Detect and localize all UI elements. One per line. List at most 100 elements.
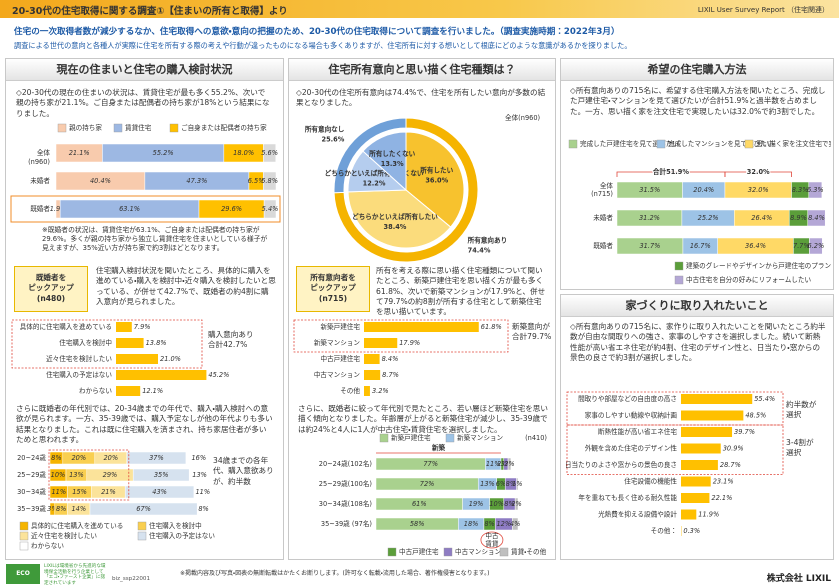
legend-label: 具体的に住宅購入を進めている <box>31 521 123 530</box>
value-label: 6.2% <box>807 242 824 250</box>
value-label: 28.7% <box>720 461 741 469</box>
chart: 20~24歳 8% 20% 20% 37% 16%25~29歳 10% 13% 29% 35% 13… <box>17 449 215 551</box>
legend-swatch <box>445 433 455 443</box>
bar <box>116 386 141 396</box>
legend-label: 中古戸建住宅 <box>399 547 439 556</box>
value-label: 72% <box>420 480 435 488</box>
slice-value: 38.4% <box>384 223 407 231</box>
category-label: その他： <box>651 526 677 535</box>
bar <box>681 394 753 404</box>
header-bar <box>0 0 839 18</box>
legend-swatch <box>499 547 509 557</box>
category-label: 年を重ねても長く住める耐久性能 <box>578 493 677 502</box>
legend-swatch <box>137 521 147 531</box>
category-label: 25~29歳(100名) <box>319 479 372 488</box>
highlight-box <box>293 319 509 353</box>
panel-title: 家づくりに取り入れたいこと <box>561 295 833 317</box>
value-label: 43% <box>152 488 167 496</box>
bar <box>364 338 398 348</box>
value-label: 67% <box>136 505 151 513</box>
slice-value: 74.4% <box>468 246 491 254</box>
legend-label: 賃貸住宅 <box>125 123 152 132</box>
value-label: 3% <box>501 460 511 468</box>
category-label: 断熱性能が高い省エネ住宅 <box>598 427 678 436</box>
legend-label: 住宅購入を検討中 <box>149 521 202 530</box>
legend-swatch <box>19 531 29 541</box>
slice <box>362 131 407 192</box>
body-text: 所有を考える際に思い描く住宅種類について聞いたところ、新築戸建住宅を思い描く方が… <box>376 266 546 316</box>
chart: 間取りや部屋などの自由度の高さ 55.4% 家事のしやすい動線や収納計画 48.5% 断… <box>565 391 784 536</box>
value-label: 13% <box>480 480 495 488</box>
value-label: 2% <box>497 460 507 468</box>
slice-label: 所有したくない <box>368 149 416 158</box>
category-label: 外観を含めた住宅のデザイン性 <box>585 444 678 453</box>
legend-label: 思い描く家を注文住宅で実現したい <box>756 139 831 148</box>
value-label: 48.5% <box>745 412 766 420</box>
value-label: 8% <box>504 500 514 508</box>
highlight-box <box>566 391 784 426</box>
slice <box>405 131 465 228</box>
legend-swatch <box>443 547 453 557</box>
pickup-badge: 既婚者を ピックアップ (n480) <box>14 266 88 312</box>
bar <box>116 370 207 380</box>
value-label: 22.1% <box>711 494 732 502</box>
value-label: 20% <box>103 454 118 462</box>
header-brand: LIXIL User Survey Report （住宅関連） <box>697 6 829 14</box>
sample-size: 全体(n960) <box>505 114 541 122</box>
bar-segment <box>188 468 211 482</box>
legend-swatch <box>674 261 684 271</box>
body-text: ◇所有意向ありの715名に、希望する住宅購入方法を聞いたところ、完成した戸建住宅… <box>570 86 826 116</box>
pickup-badge: 所有意向者を ピックアップ (n715) <box>296 266 370 312</box>
eco-logo: ECO FIRST <box>6 564 40 584</box>
value-label: 5.4% <box>262 205 279 213</box>
callout: 約半数が 選択 <box>786 400 817 420</box>
value-label: 31.7% <box>639 242 660 250</box>
value-label: 35% <box>154 471 169 479</box>
category-label: 中古賃貸 <box>485 531 499 548</box>
category-label: 新築マンション <box>314 338 361 347</box>
category-label: 家事のしやすい動線や収納計画 <box>585 411 678 420</box>
value-label: 20% <box>71 454 86 462</box>
value-label: 25.2% <box>698 214 719 222</box>
value-label: 17.9% <box>399 339 420 347</box>
bar <box>681 427 733 437</box>
value-label: 21.1% <box>69 149 90 157</box>
bar <box>364 354 380 364</box>
value-label: 11% <box>195 488 210 496</box>
value-label: 11% <box>51 488 66 496</box>
highlight-box <box>10 195 281 223</box>
legend-label: 完成したマンションを見て選びたい <box>668 139 774 148</box>
value-label: 21.0% <box>160 355 181 363</box>
highlight-box <box>11 319 203 369</box>
value-label: 1.9% <box>50 205 67 213</box>
category-label: 具体的に住宅購入を進めている <box>20 322 112 331</box>
slice-label: 所有意向なし <box>304 125 345 134</box>
slice-value: 13.3% <box>381 160 404 168</box>
value-label: 13% <box>192 471 207 479</box>
body-text: さらに、既婚者に絞って年代別で見たところ、若い層ほど新築住宅を思い描く傾向となり… <box>298 404 548 434</box>
bar-segment <box>262 171 277 191</box>
slice-label: どちらかといえば所有したい <box>352 212 438 221</box>
value-label: 37% <box>149 454 164 462</box>
legend-swatch <box>387 547 397 557</box>
chart: 20~24歳(102名) 77% 11%2%3%2%25~29歳(100名) 72% 1… <box>319 433 547 557</box>
bar-segment <box>196 502 211 516</box>
legend-label: 完成した戸建住宅を見て選びたい <box>580 139 679 148</box>
bar <box>681 410 744 421</box>
chart: 全体 21.1% 55.2% 18.0% 5.6%未婚者 40.4% 47.3% 6.5%5.… <box>10 123 281 223</box>
callout: 34歳までの各年代、購入意欲ありが、約半数 <box>213 456 274 486</box>
value-label: 31.5% <box>639 186 660 194</box>
bar <box>681 493 710 503</box>
legend-label: ご自身または配偶者の持ち家 <box>181 123 267 132</box>
value-label: 8.3% <box>792 186 809 194</box>
value-label: 2% <box>504 460 514 468</box>
category-label: 間取りや部屋などの自由度の高さ <box>578 394 677 403</box>
category-label: 中古マンション <box>314 370 361 379</box>
value-label: 6% <box>496 480 506 488</box>
legend-swatch <box>113 123 123 133</box>
value-label: 19% <box>469 500 484 508</box>
value-label: 8% <box>51 454 61 462</box>
legend-label: 親の持ち家 <box>69 123 102 132</box>
value-label: 12% <box>496 520 511 528</box>
panel-title: 住宅所有意向と思い描く住宅種類は？ <box>289 59 555 81</box>
